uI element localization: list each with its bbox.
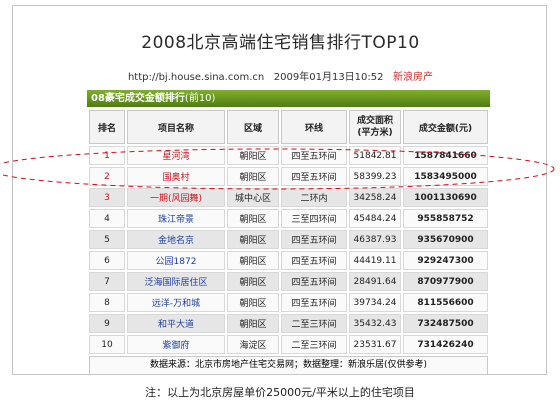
row-name[interactable]: 一期(风园舞)	[127, 188, 225, 207]
ranking-table: 排名 项目名称 区域 环线 成交面积 (平方米) 成交金额(元) 1 星河湾 朝…	[87, 108, 490, 356]
footnote: 注：以上为北京房屋单价25000元/平米以上的住宅项目	[145, 386, 415, 399]
row-area: 朝阳区	[227, 146, 279, 165]
table-row: 5 金地名京 朝阳区 四至五环间 46387.93 935670900	[89, 230, 488, 249]
source-name[interactable]: 新浪房产	[393, 72, 434, 83]
row-name[interactable]: 和平大道	[127, 314, 225, 333]
row-size: 34258.24	[349, 188, 401, 207]
row-amount: 929247300	[403, 251, 488, 270]
banner-title: 08豪宅成交金额排行	[91, 93, 185, 104]
row-area: 朝阳区	[227, 293, 279, 312]
row-size: 39734.24	[349, 293, 401, 312]
row-amount: 870977900	[403, 272, 488, 291]
row-rank: 10	[89, 335, 125, 354]
row-rank: 2	[89, 167, 125, 186]
row-ring: 二环内	[281, 188, 347, 207]
source-url[interactable]: http://bj.house.sina.com.cn	[127, 72, 265, 83]
row-area: 朝阳区	[227, 272, 279, 291]
row-name[interactable]: 远洋-万和城	[127, 293, 225, 312]
table-row: 7 泛海国际居住区 朝阳区 四至五环间 28491.64 870977900	[89, 272, 488, 291]
row-area: 朝阳区	[227, 167, 279, 186]
row-rank: 9	[89, 314, 125, 333]
header-area: 区域	[227, 110, 279, 144]
header-ring: 环线	[281, 110, 347, 144]
row-name[interactable]: 国奥村	[127, 167, 225, 186]
row-area: 朝阳区	[227, 230, 279, 249]
table-row: 4 珠江帝景 朝阳区 三至四环间 45484.24 955858752	[89, 209, 488, 228]
row-ring: 四至五环间	[281, 293, 347, 312]
header-amount: 成交金额(元)	[403, 110, 488, 144]
table-row: 1 星河湾 朝阳区 四至五环间 51842.81 1587841660	[89, 146, 488, 165]
row-ring: 四至五环间	[281, 167, 347, 186]
header-name: 项目名称	[127, 110, 225, 144]
row-ring: 四至五环间	[281, 251, 347, 270]
page-title: 2008北京高端住宅销售排行TOP10	[141, 33, 420, 53]
header-rank: 排名	[89, 110, 125, 144]
row-area: 朝阳区	[227, 209, 279, 228]
row-name[interactable]: 珠江帝景	[127, 209, 225, 228]
row-area: 朝阳区	[227, 251, 279, 270]
row-rank: 8	[89, 293, 125, 312]
table-row: 3 一期(风园舞) 城中心区 二环内 34258.24 1001130690	[89, 188, 488, 207]
table-row: 8 远洋-万和城 朝阳区 四至五环间 39734.24 811556600	[89, 293, 488, 312]
ranking-table-box: 08豪宅成交金额排行(前10) 排名 项目名称 区域 环线 成交面积 (平方米)…	[87, 90, 490, 375]
row-size: 51842.81	[349, 146, 401, 165]
row-amount: 731426240	[403, 335, 488, 354]
row-size: 28491.64	[349, 272, 401, 291]
row-size: 44419.11	[349, 251, 401, 270]
header-size: 成交面积 (平方米)	[349, 110, 401, 144]
row-name[interactable]: 公园1872	[127, 251, 225, 270]
table-row: 6 公园1872 朝阳区 四至五环间 44419.11 929247300	[89, 251, 488, 270]
row-ring: 四至五环间	[281, 272, 347, 291]
row-name[interactable]: 泛海国际居住区	[127, 272, 225, 291]
row-rank: 1	[89, 146, 125, 165]
row-amount: 811556600	[403, 293, 488, 312]
publish-date: 2009年01月13日10:52	[273, 72, 384, 83]
row-ring: 三至四环间	[281, 209, 347, 228]
row-rank: 3	[89, 188, 125, 207]
source-line: http://bj.house.sina.com.cn 2009年01月13日1…	[13, 68, 548, 83]
row-amount: 1587841660	[403, 146, 488, 165]
row-amount: 935670900	[403, 230, 488, 249]
row-size: 58399.23	[349, 167, 401, 186]
row-ring: 二至三环间	[281, 314, 347, 333]
row-name[interactable]: 紫御府	[127, 335, 225, 354]
table-banner: 08豪宅成交金额排行(前10)	[87, 90, 490, 107]
table-row: 9 和平大道 朝阳区 二至三环间 35432.43 732487500	[89, 314, 488, 333]
banner-subtitle: (前10)	[184, 93, 216, 104]
row-rank: 5	[89, 230, 125, 249]
row-rank: 7	[89, 272, 125, 291]
table-footer-source: 数据来源：北京市房地产住宅交易网；数据整理：新浪乐居(仅供参考)	[89, 356, 488, 375]
table-row: 10 紫御府 海淀区 二至三环间 23531.67 731426240	[89, 335, 488, 354]
row-name[interactable]: 金地名京	[127, 230, 225, 249]
highlight-ellipse	[0, 148, 555, 190]
row-rank: 6	[89, 251, 125, 270]
row-ring: 四至五环间	[281, 146, 347, 165]
row-size: 23531.67	[349, 335, 401, 354]
row-area: 朝阳区	[227, 314, 279, 333]
row-amount: 955858752	[403, 209, 488, 228]
row-area: 海淀区	[227, 335, 279, 354]
row-size: 35432.43	[349, 314, 401, 333]
table-header-row: 排名 项目名称 区域 环线 成交面积 (平方米) 成交金额(元)	[89, 110, 488, 144]
table-row: 2 国奥村 朝阳区 四至五环间 58399.23 1583495000	[89, 167, 488, 186]
row-size: 46387.93	[349, 230, 401, 249]
row-amount: 732487500	[403, 314, 488, 333]
row-ring: 四至五环间	[281, 230, 347, 249]
row-rank: 4	[89, 209, 125, 228]
row-size: 45484.24	[349, 209, 401, 228]
row-amount: 1583495000	[403, 167, 488, 186]
document-frame: 2008北京高端住宅销售排行TOP10 http://bj.house.sina…	[12, 5, 547, 375]
row-ring: 二至三环间	[281, 335, 347, 354]
row-amount: 1001130690	[403, 188, 488, 207]
row-area: 城中心区	[227, 188, 279, 207]
